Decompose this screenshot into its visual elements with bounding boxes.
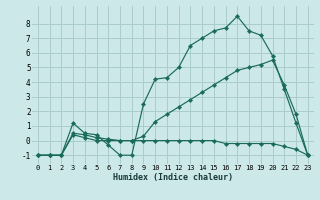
X-axis label: Humidex (Indice chaleur): Humidex (Indice chaleur)	[113, 173, 233, 182]
